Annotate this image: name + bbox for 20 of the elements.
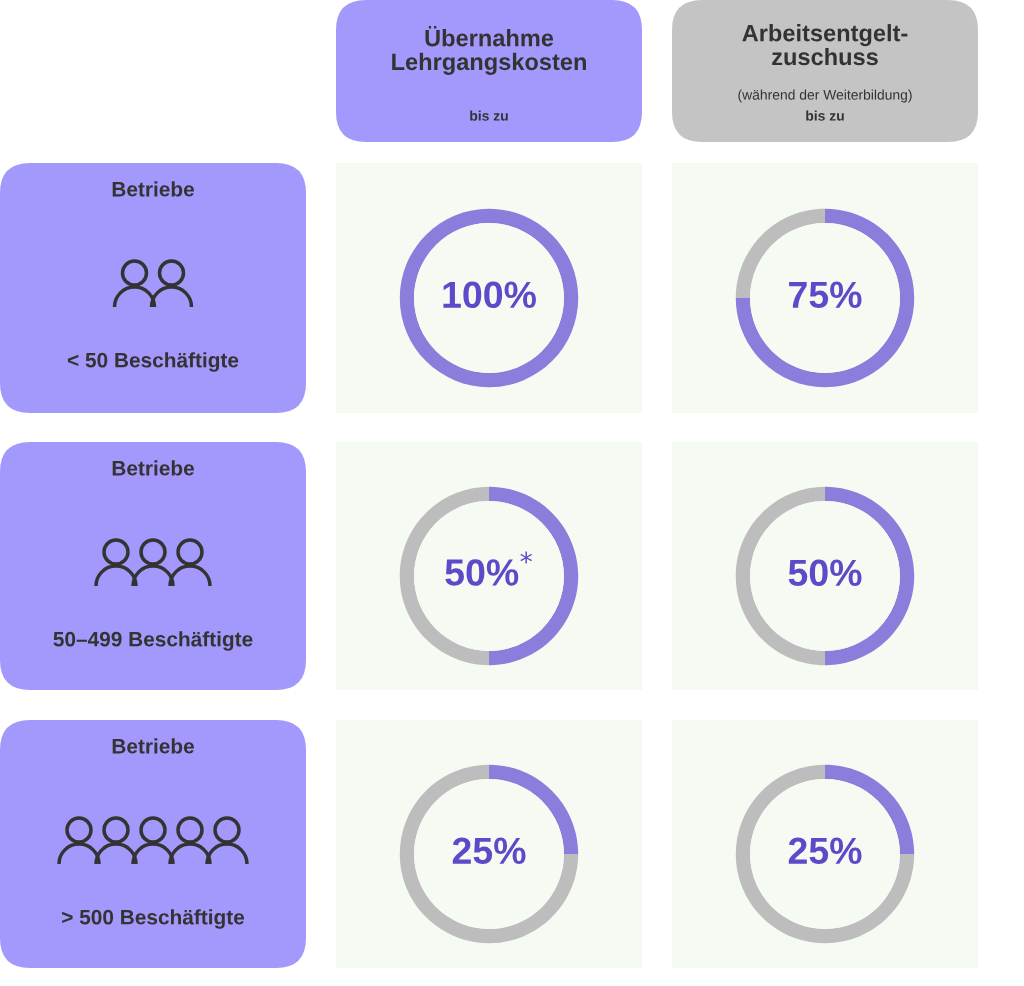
text: bis zu xyxy=(470,110,508,121)
text: Übernahme Lehrgangskosten xyxy=(392,26,586,75)
text: < 50 Beschäftigte xyxy=(67,352,239,372)
data-label: 25% xyxy=(452,837,526,865)
text: > 500 Beschäftigte xyxy=(62,909,245,929)
data-label: 75% xyxy=(789,281,862,309)
text: Betriebe xyxy=(112,738,194,754)
text: 50–499 Beschäftigte xyxy=(53,631,253,651)
donut-slice xyxy=(735,764,915,944)
text: Arbeitsentgelt- zuschuss xyxy=(742,24,908,66)
data-label: 50%$^{*}$ xyxy=(445,551,532,586)
donut-slice xyxy=(735,208,915,388)
data-label: 25% xyxy=(788,837,862,865)
text: Betriebe xyxy=(112,460,194,476)
text: Betriebe xyxy=(112,181,194,197)
donut-slice xyxy=(399,764,579,944)
text: (während der Weiterbildung) xyxy=(738,89,912,103)
text: bis zu xyxy=(806,110,844,121)
data-label: 50% xyxy=(788,559,862,587)
data-label: 100% xyxy=(443,281,536,309)
